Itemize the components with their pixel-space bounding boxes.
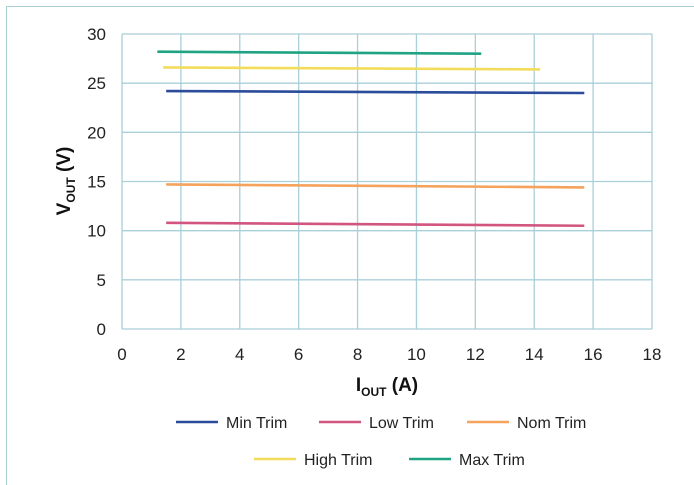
- x-tick-label: 14: [525, 345, 544, 364]
- grid: [121, 33, 653, 330]
- y-tick-label: 30: [87, 25, 106, 44]
- legend-label: Min Trim: [226, 415, 287, 432]
- legend-label: High Trim: [304, 452, 372, 469]
- legend: Min Trim Low Trim Nom Trim High Trim Max Tri…: [176, 415, 586, 469]
- x-tick-label: 16: [584, 345, 603, 364]
- x-axis-title-main: I: [356, 375, 361, 396]
- x-tick-label: 8: [353, 345, 362, 364]
- y-tick-label: 25: [87, 74, 106, 93]
- y-axis-title-unit: (V): [54, 147, 75, 178]
- legend-label: Max Trim: [459, 452, 525, 469]
- y-axis-title-main: V: [54, 202, 75, 215]
- x-axis-title-sub: OUT: [361, 385, 387, 399]
- series-line: [163, 66, 541, 71]
- x-tick-labels: 0 2 4 6 8 10 12 14 16 18: [117, 345, 661, 364]
- legend-label: Nom Trim: [517, 415, 586, 432]
- series-line: [157, 50, 482, 55]
- x-tick-label: 2: [176, 345, 185, 364]
- series-line: [166, 89, 585, 95]
- x-tick-label: 10: [407, 345, 426, 364]
- y-tick-label: 0: [97, 320, 106, 339]
- chart-frame: [6, 6, 694, 485]
- x-tick-label: 4: [235, 345, 244, 364]
- y-axis-title: VOUT (V): [54, 147, 78, 216]
- y-tick-label: 5: [97, 271, 106, 290]
- x-axis-title: IOUT (A): [356, 375, 418, 399]
- series-line: [166, 221, 585, 228]
- x-tick-label: 0: [117, 345, 126, 364]
- y-tick-label: 10: [87, 222, 106, 241]
- x-tick-label: 6: [294, 345, 303, 364]
- x-tick-label: 12: [466, 345, 485, 364]
- y-axis-title-sub: OUT: [64, 177, 78, 203]
- legend-label: Low Trim: [369, 415, 434, 432]
- y-tick-label: 20: [87, 123, 106, 142]
- x-axis-title-unit: (A): [386, 375, 418, 396]
- series-line: [166, 183, 585, 189]
- y-tick-labels: 0 5 10 15 20 25 30: [87, 25, 106, 339]
- x-tick-label: 18: [643, 345, 662, 364]
- series-lines: [157, 50, 585, 228]
- y-tick-label: 15: [87, 173, 106, 192]
